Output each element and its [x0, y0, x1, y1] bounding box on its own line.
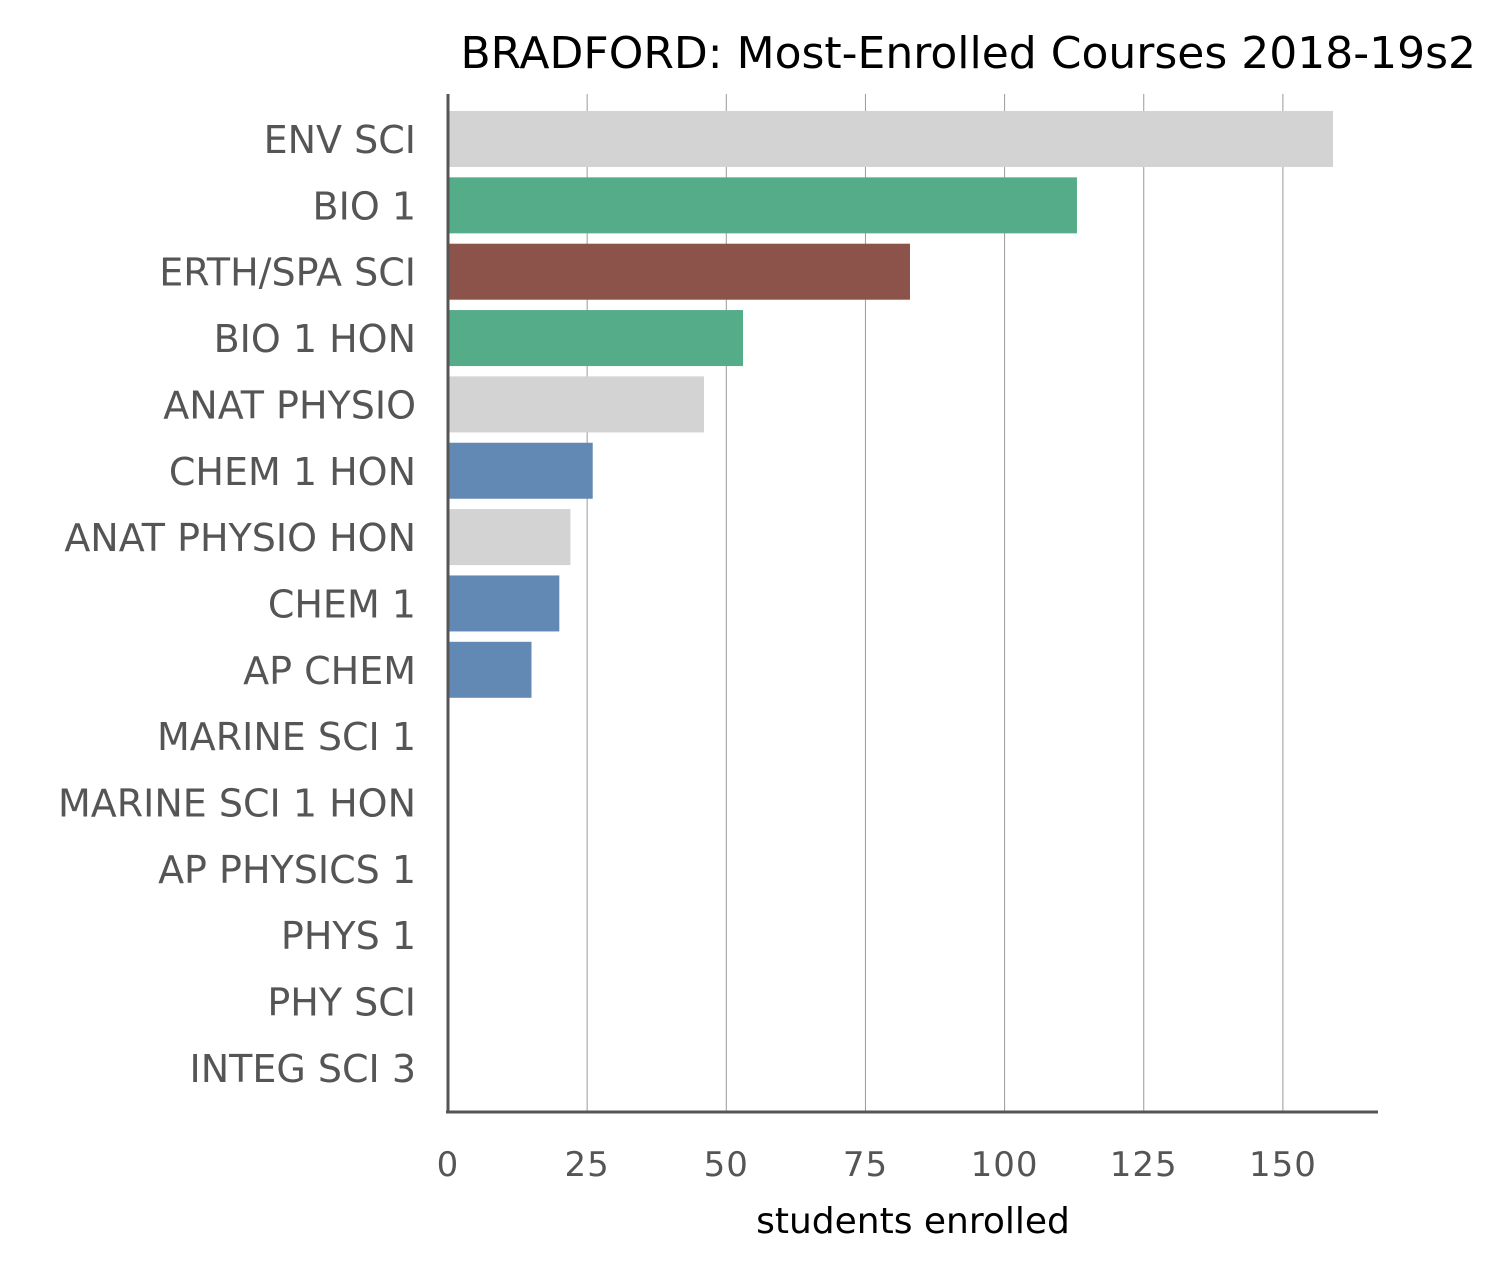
bars: [449, 111, 1333, 698]
x-tick-label-125: 125: [1110, 1145, 1178, 1185]
category-label-phy-sci: PHY SCI: [267, 981, 416, 1025]
category-label-marine-sci-1-hon: MARINE SCI 1 HON: [58, 782, 416, 826]
bar-bio-1: [449, 177, 1077, 234]
bar-erth-spa-sci: [449, 243, 910, 300]
chart-title: BRADFORD: Most-Enrolled Courses 2018-19s…: [460, 28, 1476, 79]
x-tick-label-0: 0: [437, 1145, 460, 1185]
x-axis-label: students enrolled: [756, 1201, 1070, 1242]
x-tick-label-50: 50: [704, 1145, 749, 1185]
x-tick-label-150: 150: [1249, 1145, 1317, 1185]
bar-ap-chem: [449, 641, 532, 698]
category-label-ap-physics-1: AP PHYSICS 1: [158, 848, 416, 892]
category-label-chem-1: CHEM 1: [268, 582, 416, 626]
category-label-bio-1-hon: BIO 1 HON: [214, 317, 416, 361]
category-label-integ-sci-3: INTEG SCI 3: [190, 1047, 417, 1091]
bar-chem-1: [449, 575, 560, 632]
category-label-erth-spa-sci: ERTH/SPA SCI: [159, 251, 416, 295]
category-label-env-sci: ENV SCI: [264, 118, 416, 162]
x-tick-labels: 0 25 50 75 100 125 150: [437, 1145, 1317, 1185]
category-label-chem-1-hon: CHEM 1 HON: [169, 450, 416, 494]
category-label-anat-physio: ANAT PHYSIO: [163, 383, 416, 427]
bar-anat-physio: [449, 376, 705, 433]
category-labels: ENV SCI BIO 1 ERTH/SPA SCI BIO 1 HON ANAT PH…: [58, 118, 416, 1091]
category-label-marine-sci-1: MARINE SCI 1: [157, 715, 416, 759]
x-tick-label-75: 75: [843, 1145, 888, 1185]
bar-bio-1-hon: [449, 310, 743, 367]
bar-env-sci: [449, 111, 1333, 167]
category-label-ap-chem: AP CHEM: [243, 649, 416, 693]
x-tick-label-100: 100: [971, 1145, 1039, 1185]
x-tick-label-25: 25: [565, 1145, 610, 1185]
category-label-phys-1: PHYS 1: [281, 914, 416, 958]
bar-chem-1-hon: [449, 442, 593, 499]
category-label-bio-1: BIO 1: [313, 184, 416, 228]
category-label-anat-physio-hon: ANAT PHYSIO HON: [64, 516, 416, 560]
bar-anat-physio-hon: [449, 509, 571, 566]
